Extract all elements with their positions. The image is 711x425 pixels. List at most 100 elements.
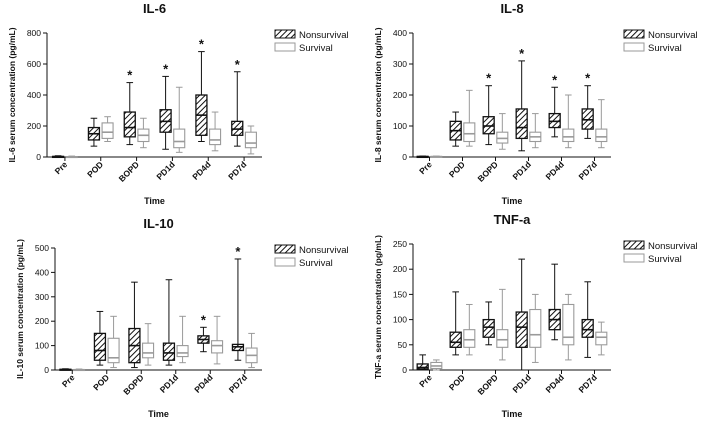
significance-star: *	[552, 72, 558, 87]
box-open-pd1d	[529, 293, 542, 363]
y-tick-label: 200	[27, 121, 41, 131]
x-tick-label: BOPD	[475, 372, 499, 396]
x-tick-label: PD7d	[226, 159, 248, 181]
significance-star: *	[486, 71, 492, 86]
box-body	[162, 342, 176, 361]
box-open-pd1d	[529, 113, 542, 149]
box-body	[482, 318, 495, 338]
box-body	[93, 332, 107, 361]
significance-star: *	[585, 71, 591, 86]
box-body	[211, 340, 224, 354]
legend-swatch	[623, 42, 645, 52]
box-body	[176, 345, 189, 358]
box-hatched-bopd	[482, 301, 495, 346]
box-open-pd7d	[595, 321, 608, 356]
y-tick-label: 100	[393, 121, 407, 131]
x-tick-label: PD7d	[576, 372, 598, 394]
x-tick-label: BOPD	[475, 159, 499, 183]
box-hatched-bopd	[128, 281, 141, 369]
y-tick-label: 50	[398, 340, 408, 350]
x-tick-label: PD4d	[192, 372, 214, 394]
x-tick-label: PD1d	[154, 159, 176, 181]
panel-title: TNF-a	[494, 212, 532, 227]
box-open-pre	[73, 368, 86, 372]
x-tick-label: POD	[91, 372, 111, 392]
box-body	[416, 363, 429, 370]
box-hatched-pd7d	[581, 281, 594, 358]
box-hatched-pre	[416, 354, 429, 371]
y-axis-label: TNF-a serum concentration (pg/mL)	[373, 235, 383, 379]
box-open-bopd	[137, 117, 150, 149]
legend-swatch	[274, 42, 296, 52]
legend-label: Nonsurvival	[648, 30, 698, 41]
box-hatched-pd7d	[581, 85, 594, 139]
box-hatched-pre	[416, 155, 429, 159]
box-open-pd7d	[595, 99, 608, 149]
box-body	[142, 342, 155, 359]
box-hatched-pd7d	[231, 71, 244, 147]
legend-swatch	[274, 244, 296, 254]
box-hatched-pod	[449, 291, 462, 356]
x-tick-label: PD4d	[190, 159, 212, 181]
y-tick-label: 400	[393, 28, 407, 38]
box-open-pd1d	[173, 86, 186, 153]
x-tick-label: PD1d	[510, 159, 532, 181]
panel-title: IL-10	[143, 216, 173, 231]
y-tick-label: 400	[27, 90, 41, 100]
y-tick-label: 0	[36, 152, 41, 162]
box-body	[101, 122, 114, 139]
x-tick-label: Pre	[417, 372, 434, 389]
x-tick-label: Pre	[417, 159, 434, 176]
box-hatched-pod	[93, 310, 107, 366]
box-body	[123, 111, 136, 138]
panel-0: IL-6 0 200 400 600 800 IL-6 serum concentratio…	[7, 1, 349, 206]
box-body	[107, 337, 120, 364]
x-axis-label: Time	[148, 409, 169, 419]
y-tick-label: 200	[393, 264, 407, 274]
box-body	[515, 108, 528, 140]
box-body	[562, 128, 575, 143]
box-hatched-pd4d	[197, 326, 210, 353]
y-tick-label: 400	[35, 267, 49, 277]
y-tick-label: 0	[402, 152, 407, 162]
box-open-pre	[65, 155, 78, 159]
box-hatched-pd1d	[515, 60, 528, 152]
x-tick-label: PD4d	[543, 159, 565, 181]
legend-label: Survival	[648, 254, 682, 265]
legend-swatch	[623, 253, 645, 263]
box-hatched-pd1d	[515, 258, 528, 371]
legend-swatch	[274, 29, 296, 39]
y-tick-label: 0	[402, 365, 407, 375]
y-tick-label: 500	[35, 243, 49, 253]
box-open-pd1d	[176, 315, 189, 364]
box-open-pd4d	[211, 315, 224, 365]
box-hatched-pd4d	[548, 86, 561, 138]
x-tick-label: PD4d	[543, 372, 565, 394]
y-tick-label: 200	[393, 90, 407, 100]
box-body	[496, 329, 509, 348]
significance-star: *	[235, 57, 241, 72]
box-hatched-pre	[51, 155, 65, 159]
box-open-pd4d	[209, 111, 222, 152]
x-tick-label: BOPD	[121, 372, 145, 396]
box-body	[463, 122, 476, 143]
significance-star: *	[519, 46, 525, 61]
box-body	[449, 331, 462, 348]
box-open-pd4d	[562, 293, 575, 361]
x-tick-label: POD	[447, 159, 467, 179]
box-open-pod	[101, 116, 114, 142]
legend-label: Survival	[648, 43, 682, 54]
panel-2: IL-10 0 100 200 300 400 500 IL-10 serum concent…	[15, 216, 349, 419]
y-axis-label: IL-10 serum concentration (pg/mL)	[15, 239, 25, 379]
x-tick-label: POD	[85, 159, 105, 179]
box-hatched-pod	[87, 117, 101, 147]
legend-swatch	[274, 257, 296, 267]
box-open-pod	[463, 303, 476, 356]
x-tick-label: PD1d	[510, 372, 532, 394]
box-open-bopd	[496, 113, 509, 150]
legend-label: Nonsurvival	[299, 245, 349, 256]
box-open-bopd	[496, 288, 509, 361]
significance-star: *	[201, 312, 207, 327]
x-tick-label: Pre	[60, 372, 77, 389]
legend-label: Survival	[299, 43, 333, 54]
